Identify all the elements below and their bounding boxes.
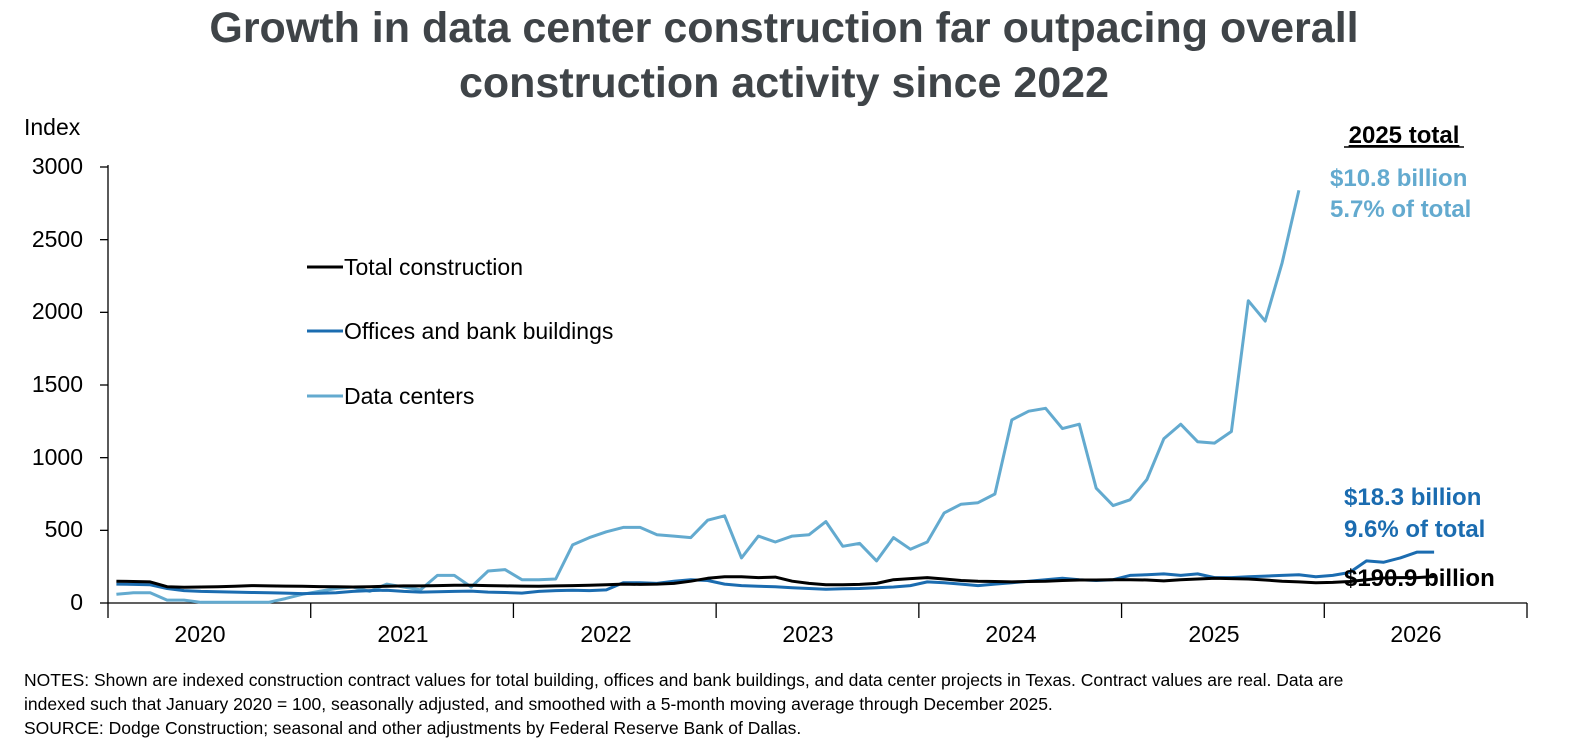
y-axis-label: Index: [24, 114, 81, 140]
notes-line-1: NOTES: Shown are indexed construction co…: [24, 670, 1344, 690]
annotation-data-centers-share: 5.7% of total: [1330, 196, 1471, 223]
axes: [107, 165, 1527, 604]
annotation-data-centers-value: $10.8 billion: [1330, 165, 1467, 192]
legend: Total construction Offices and bank buil…: [307, 254, 613, 409]
y-tick-label: 2500: [32, 226, 83, 252]
legend-label-data-centers: Data centers: [344, 383, 474, 409]
legend-label-total-construction: Total construction: [344, 254, 523, 280]
x-tick-label: 2021: [377, 621, 428, 647]
y-tick-label: 500: [45, 516, 83, 542]
y-tick-label: 3000: [32, 153, 83, 179]
y-tick-label: 1500: [32, 371, 83, 397]
notes-line-2: indexed such that January 2020 = 100, se…: [24, 694, 1053, 714]
x-ticks: 2020 2021 2022 2023 2024 2025 2026: [174, 621, 1441, 647]
x-tick-label: 2026: [1390, 621, 1441, 647]
source-line: SOURCE: Dodge Construction; seasonal and…: [24, 718, 802, 738]
y-tick-label: 1000: [32, 444, 83, 470]
x-tick-label: 2025: [1188, 621, 1239, 647]
legend-label-offices: Offices and bank buildings: [344, 318, 613, 344]
annotation-offices-share: 9.6% of total: [1344, 516, 1485, 543]
notes-block: NOTES: Shown are indexed construction co…: [24, 668, 1569, 740]
chart-title-line-1: Growth in data center construction far o…: [209, 4, 1358, 52]
y-ticks: 0 500 1000 1500 2000 2500 3000: [32, 153, 83, 615]
y-tick-marks: [100, 166, 108, 604]
chart-title-line-2: construction activity since 2022: [459, 59, 1109, 107]
series-line-data-centers: [116, 189, 1301, 604]
annotation-offices-value: $18.3 billion: [1344, 484, 1481, 511]
y-tick-label: 2000: [32, 298, 83, 324]
series-line-total-construction: [116, 575, 1435, 589]
x-tick-label: 2024: [985, 621, 1036, 647]
x-tick-marks: [107, 603, 1528, 618]
y-tick-label: 0: [70, 589, 83, 615]
x-tick-label: 2023: [782, 621, 833, 647]
x-tick-label: 2022: [580, 621, 631, 647]
annotation-header: 2025 total: [1349, 122, 1460, 149]
annotation-total-value: $190.9 billion: [1344, 565, 1495, 592]
x-tick-label: 2020: [174, 621, 225, 647]
